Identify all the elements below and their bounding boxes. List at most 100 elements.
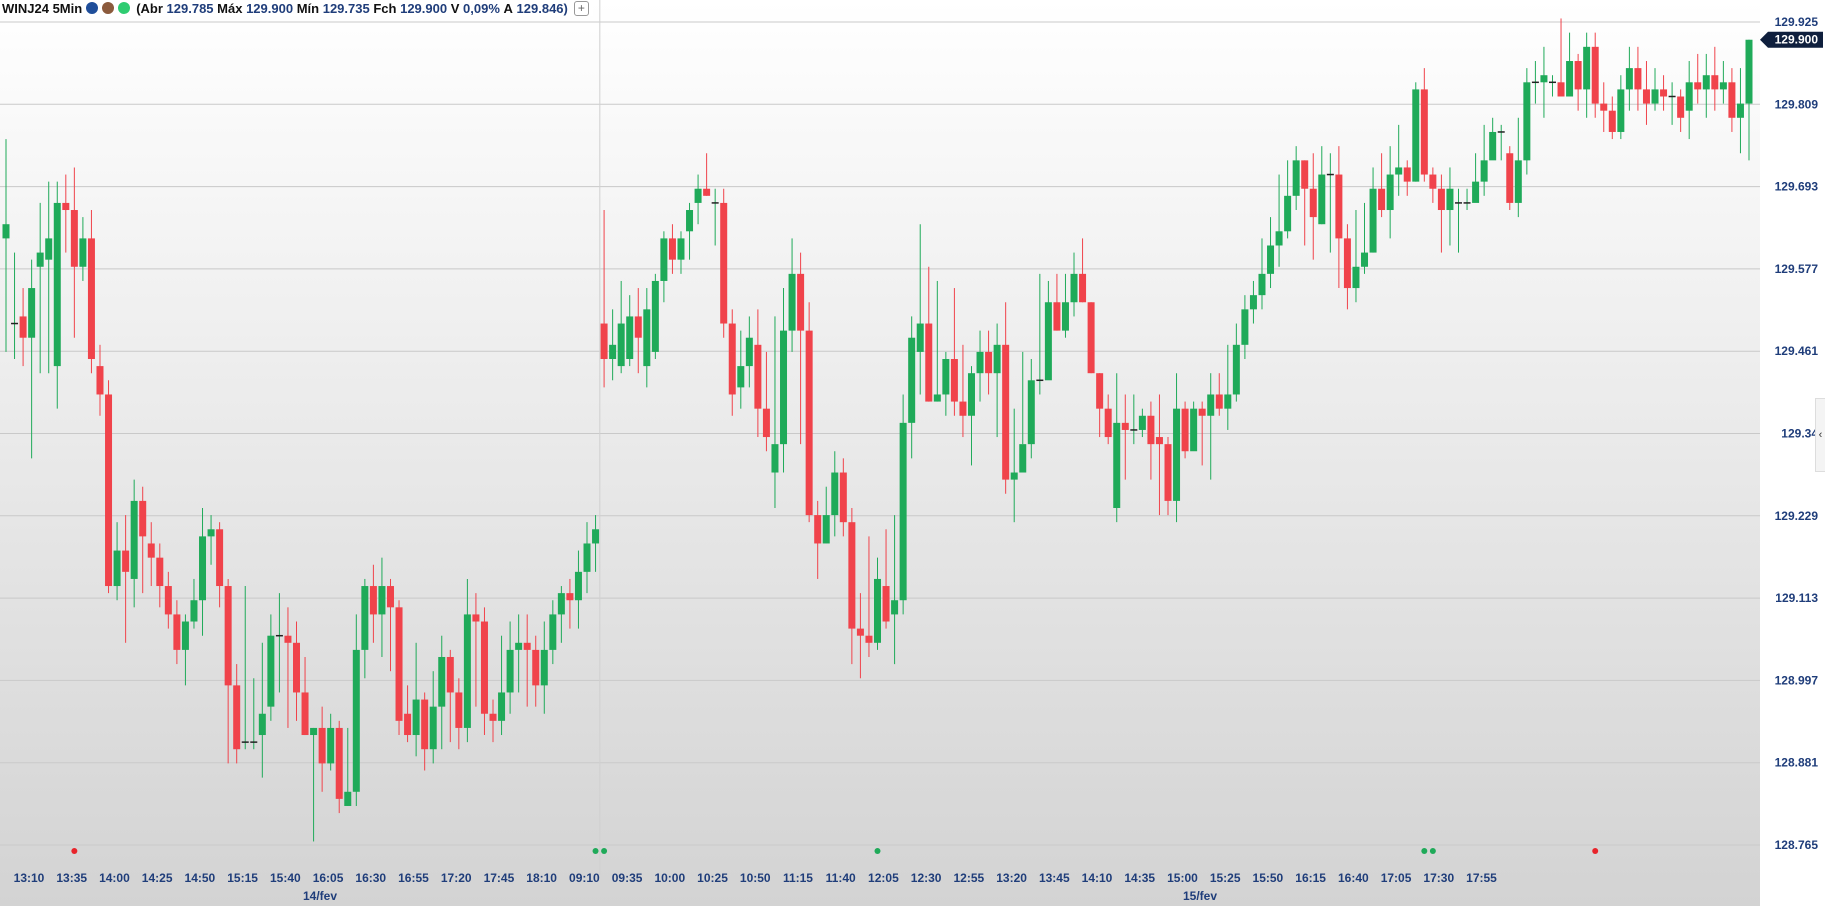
candle-body-down [1378, 188, 1386, 211]
low-value: 129.735 [322, 0, 370, 16]
candle-body-up [378, 586, 386, 615]
candle-body-up [737, 366, 745, 388]
x-tick-label: 14:25 [142, 871, 173, 885]
variation-value: 0,09% [463, 0, 500, 16]
broker-icon[interactable] [86, 2, 99, 14]
candle-body-down [1301, 160, 1309, 189]
candle-body-down [1403, 167, 1411, 182]
x-tick-label: 14:10 [1082, 871, 1113, 885]
candle-body-up [1267, 245, 1275, 274]
x-tick-label: 09:10 [569, 871, 600, 885]
x-tick-label: 17:55 [1466, 871, 1497, 885]
candle-body-up [874, 578, 881, 643]
candle-body-up [976, 351, 984, 374]
candle-body-up [677, 238, 685, 260]
candle-body-up [592, 529, 600, 544]
candle-body-down [164, 586, 172, 615]
x-tick-label: 14:00 [99, 871, 130, 885]
candle-body-up [1044, 302, 1052, 381]
candle-body-down [105, 394, 113, 587]
candle-body-up [1514, 160, 1522, 203]
candle-body-up [429, 706, 437, 750]
candle-body-up [609, 344, 617, 360]
y-tick-label: 129.113 [1775, 591, 1818, 605]
y-tick-label: 129.693 [1775, 180, 1819, 194]
candle-body-up [916, 323, 924, 352]
candle-body-up [891, 600, 899, 615]
candle-body-up [942, 359, 950, 395]
candle-body-down [233, 685, 241, 750]
candle-body-up [1010, 472, 1018, 480]
candle-body-up [1207, 394, 1215, 416]
candle-body-down [293, 642, 300, 693]
settings-icon[interactable] [102, 2, 115, 14]
candle-body-up [2, 224, 10, 239]
candle-body-down [404, 713, 412, 736]
candle-body-up [1566, 61, 1574, 97]
chart-header: WINJ24 5Min (Abr 129.785 Máx 129.900 Mín… [0, 0, 593, 16]
candle-body-down [87, 238, 95, 360]
symbol-label: WINJ24 5Min [2, 0, 83, 16]
candle-body-up [267, 635, 275, 707]
candle-body-up [1702, 75, 1710, 90]
candle-body-down [532, 649, 540, 686]
candle-body-down [1591, 46, 1599, 104]
candle-body-up [1190, 408, 1198, 452]
high-label: Máx [217, 0, 243, 16]
candle-body-up [1583, 46, 1591, 90]
candle-body-down [959, 401, 967, 416]
add-indicator-button[interactable]: + [573, 0, 589, 16]
date-label: 14/fev [303, 889, 337, 903]
candle-body-up [967, 373, 975, 416]
candle-body-down [1600, 103, 1608, 111]
candle-body-down [1343, 238, 1351, 289]
x-tick-label: 12:55 [954, 871, 985, 885]
x-tick-label: 16:05 [313, 871, 344, 885]
candle-body-down [455, 692, 463, 728]
candle-body-down [1608, 110, 1616, 132]
candle-body-down [489, 713, 497, 721]
y-tick-label: 129.577 [1775, 262, 1819, 276]
candle-body-down [335, 727, 343, 799]
candle-body-down [985, 351, 993, 374]
candle-body-up [190, 600, 198, 622]
x-tick-label: 16:15 [1295, 871, 1326, 885]
candle-body-up [1446, 188, 1454, 211]
candle-body-up [1070, 273, 1078, 303]
candle-body-up [651, 280, 659, 352]
candle-body-up [1386, 174, 1394, 211]
candle-body-up [79, 238, 87, 267]
candle-body-up [1249, 295, 1257, 310]
candle-body-up [933, 394, 941, 402]
candle-body-up [993, 344, 1001, 374]
candle-body-down [600, 323, 608, 360]
candle-body-down [421, 699, 429, 750]
candle-body-up [626, 316, 634, 360]
x-tick-label: 15:40 [270, 871, 301, 885]
average-value: 129.846) [516, 0, 568, 16]
x-tick-label: 17:30 [1423, 871, 1454, 885]
x-tick-label: 11:15 [783, 871, 813, 885]
candle-body-down [634, 316, 642, 338]
candle-body-down [19, 316, 27, 338]
status-icon[interactable] [118, 2, 131, 14]
x-tick-label: 11:40 [826, 871, 856, 885]
candle-body-up [1258, 273, 1266, 296]
candle-body-down [224, 586, 232, 686]
candle-body-up [780, 330, 788, 445]
candle-body-down [1557, 82, 1565, 97]
candle-body-down [1104, 408, 1112, 438]
x-tick-label: 17:20 [441, 871, 472, 885]
candle-body-down [216, 529, 224, 587]
candle-body-down [1096, 373, 1104, 409]
candle-body-down [882, 586, 890, 622]
y-tick-label: 128.997 [1775, 673, 1819, 687]
signal-marker-green [592, 848, 599, 854]
x-tick-label: 16:55 [398, 871, 429, 885]
candle-body-down [147, 543, 155, 558]
y-tick-label: 129.461 [1775, 344, 1819, 358]
low-label: Mín [296, 0, 320, 16]
collapse-panel-tab[interactable]: ‹ [1815, 398, 1825, 472]
